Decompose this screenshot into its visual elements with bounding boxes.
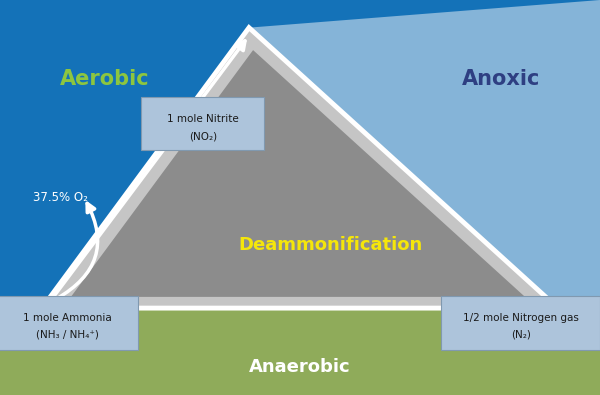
- Text: (NO₂): (NO₂): [189, 131, 217, 141]
- FancyBboxPatch shape: [441, 296, 600, 350]
- Text: Anaerobic: Anaerobic: [249, 358, 351, 376]
- Text: Deammonification: Deammonification: [238, 236, 422, 254]
- Polygon shape: [71, 50, 525, 297]
- FancyBboxPatch shape: [0, 296, 138, 350]
- Text: Aerobic: Aerobic: [60, 69, 149, 89]
- Text: 1 mole Ammonia: 1 mole Ammonia: [23, 313, 112, 323]
- Polygon shape: [42, 28, 558, 308]
- FancyArrowPatch shape: [56, 203, 98, 299]
- Text: 1/2 mole Nitrogen gas: 1/2 mole Nitrogen gas: [463, 313, 579, 323]
- Text: (NH₃ / NH₄⁺): (NH₃ / NH₄⁺): [37, 330, 99, 340]
- Polygon shape: [249, 0, 600, 395]
- Text: (N₂): (N₂): [511, 330, 531, 340]
- Text: 37.5% O₂: 37.5% O₂: [33, 191, 88, 204]
- Text: Anoxic: Anoxic: [461, 69, 540, 89]
- Text: 1 mole Nitrite: 1 mole Nitrite: [167, 114, 239, 124]
- Polygon shape: [0, 308, 600, 395]
- FancyBboxPatch shape: [141, 97, 264, 150]
